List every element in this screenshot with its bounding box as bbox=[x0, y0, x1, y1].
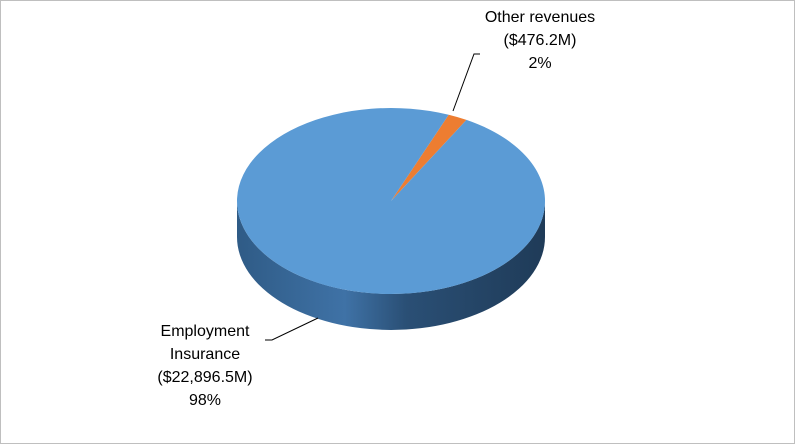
percent-label: 98% bbox=[188, 392, 222, 409]
value-label: ($22,896.5M) bbox=[157, 369, 253, 386]
slice-label: Employment Insurance ($22,896.5M) 98% bbox=[120, 320, 290, 412]
category-label: Other revenues bbox=[484, 9, 596, 26]
leader-line bbox=[452, 53, 480, 112]
category-label: Employment Insurance bbox=[160, 323, 250, 363]
value-label: ($476.2M) bbox=[503, 32, 577, 49]
pie-side bbox=[237, 201, 545, 330]
leader-line bbox=[265, 317, 319, 341]
pie-slice bbox=[236, 107, 545, 294]
slice-label: Other revenues ($476.2M) 2% bbox=[440, 6, 640, 75]
pie-slice bbox=[391, 114, 467, 201]
percent-label: 2% bbox=[528, 55, 552, 72]
